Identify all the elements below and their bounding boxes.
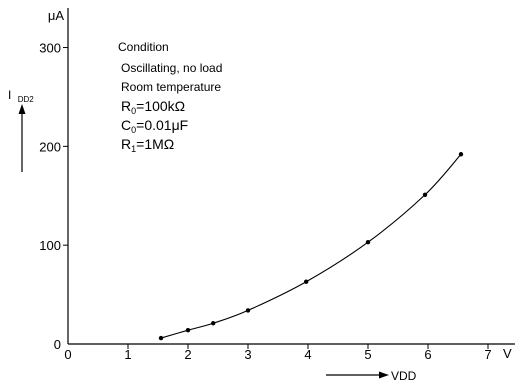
x-tick-label: 5 (364, 347, 371, 362)
y-tick-label: 100 (39, 238, 61, 253)
data-point (158, 335, 164, 341)
y-axis-label-main: I (8, 88, 11, 102)
x-tick-label: 2 (184, 347, 191, 362)
condition-c0: C0=0.01μF (121, 117, 222, 135)
condition-r0: R0=100kΩ (121, 98, 222, 116)
y-ticks: 0 100 200 300 (39, 41, 68, 352)
y-unit-label: μA (48, 8, 64, 23)
x-tick-label: 0 (64, 347, 71, 362)
r0-subscript: 0 (131, 106, 137, 116)
condition-line-temperature: Room temperature (121, 80, 222, 94)
r0-value: =100kΩ (136, 98, 186, 114)
y-label-arrowhead (18, 104, 26, 114)
x-tick-label: 3 (244, 347, 251, 362)
data-point (365, 240, 371, 245)
x-tick-label: 4 (304, 347, 311, 362)
data-point (304, 279, 309, 284)
x-ticks: 0 1 2 3 4 5 6 7 (64, 344, 492, 362)
x-tick-label: 6 (424, 347, 431, 362)
c0-symbol: C (121, 117, 132, 133)
y-tick-label: 0 (54, 337, 61, 352)
data-point (458, 152, 464, 157)
r1-symbol: R (121, 136, 132, 152)
x-label-arrowhead (379, 371, 389, 379)
data-point (211, 321, 216, 326)
x-tick-label: 7 (484, 347, 491, 362)
data-curve (160, 153, 462, 339)
data-point (422, 192, 428, 197)
condition-line-oscillating: Oscillating, no load (121, 61, 223, 75)
data-points (158, 152, 464, 341)
y-tick-label: 200 (39, 139, 61, 154)
r0-symbol: R (121, 98, 132, 114)
condition-r1: R1=1MΩ (121, 136, 222, 154)
c0-value: =0.01μF (136, 117, 189, 133)
x-unit-label: V (503, 346, 512, 361)
x-tick-label: 1 (124, 347, 131, 362)
x-axis-label: VDD (391, 369, 417, 383)
c0-subscript: 0 (131, 125, 137, 135)
y-tick-label: 300 (39, 41, 61, 56)
condition-title: Condition (118, 40, 169, 54)
data-point (245, 308, 251, 313)
r1-subscript: 1 (131, 144, 137, 154)
y-axis-label-sub: DD2 (18, 95, 35, 104)
y-axis-label: I DD2 (8, 88, 34, 104)
condition-block: Condition Oscillating, no load Room temp… (118, 40, 223, 154)
r1-value: =1MΩ (136, 136, 175, 152)
data-point (185, 327, 191, 333)
